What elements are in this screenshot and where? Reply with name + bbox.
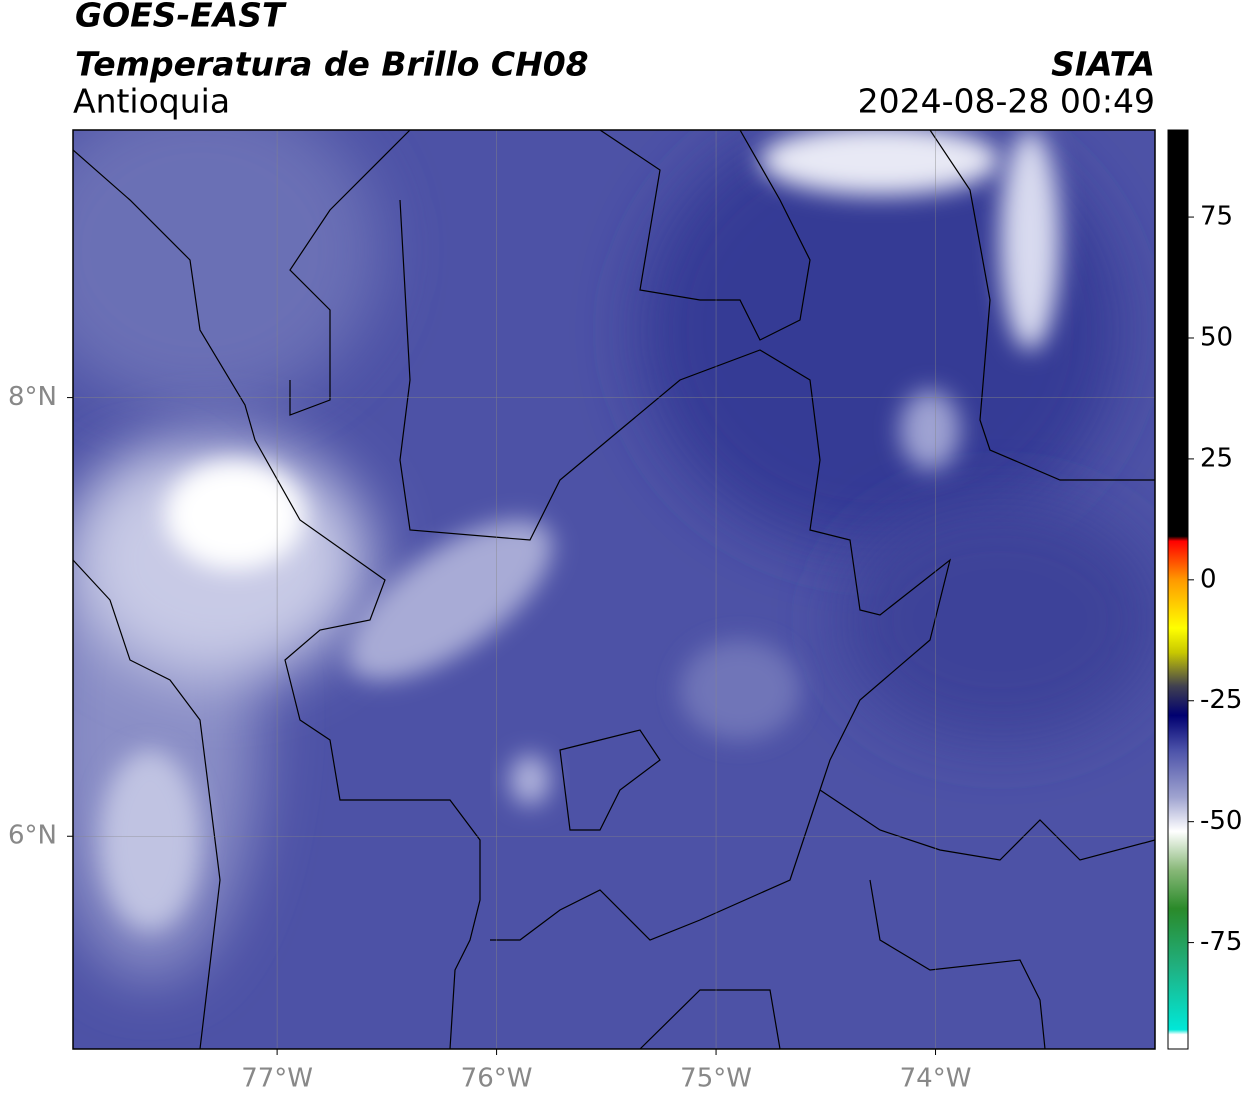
timestamp: 2024-08-28 00:49 [858, 82, 1155, 121]
satellite-title: GOES-EAST [75, 0, 287, 35]
grid [73, 130, 1155, 1049]
x-tick-label: 75°W [680, 1064, 752, 1094]
colorbar-tick-label: 50 [1200, 322, 1233, 352]
colorbar-tick-label: 25 [1200, 443, 1233, 473]
colorbar-tick-label: -75 [1200, 927, 1242, 957]
product-title: Temperatura de Brillo CH08 [75, 45, 589, 84]
x-tick-label: 76°W [461, 1064, 533, 1094]
y-tick-label: 6°N [8, 821, 57, 851]
colorbar-tick-label: 0 [1200, 564, 1217, 594]
colorbar [1167, 129, 1189, 1050]
x-tick-label: 77°W [241, 1064, 313, 1094]
agency: SIATA [1051, 45, 1155, 84]
satellite-image [73, 130, 1155, 1049]
map-frame [72, 129, 1156, 1050]
colorbar-tick-label: 75 [1200, 202, 1233, 232]
y-tick-label: 8°N [8, 382, 57, 412]
x-tick-label: 74°W [900, 1064, 972, 1094]
colorbar-tick-label: -25 [1200, 685, 1242, 715]
region: Antioquia [73, 82, 230, 121]
colorbar-tick-label: -50 [1200, 806, 1242, 836]
